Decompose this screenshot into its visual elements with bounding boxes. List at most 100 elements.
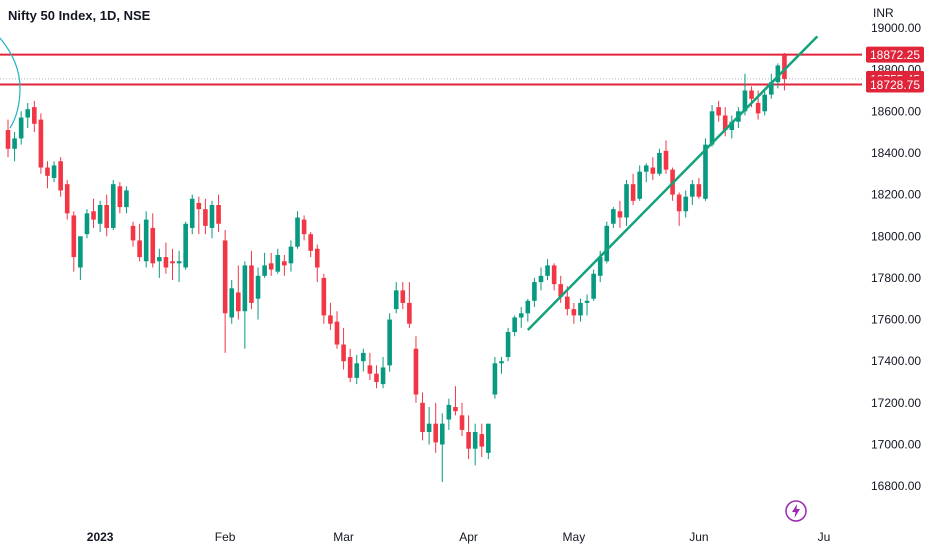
candle-body	[479, 434, 485, 447]
candle-body	[288, 246, 294, 264]
candle-body	[709, 111, 715, 145]
candle	[367, 352, 373, 380]
candle	[18, 111, 24, 145]
candle	[78, 236, 83, 280]
candle-body	[505, 332, 511, 358]
candle-body	[643, 165, 649, 172]
candle-body	[275, 254, 281, 272]
candle-body	[532, 282, 537, 301]
candle-body	[624, 184, 629, 218]
candle-body	[209, 205, 215, 228]
candle-body	[755, 102, 761, 114]
candle	[525, 298, 531, 322]
candle	[25, 102, 31, 128]
candle	[518, 307, 524, 328]
candle-body	[196, 202, 202, 210]
x-tick-label: Apr	[459, 530, 478, 544]
x-tick-label: Ju	[818, 530, 831, 544]
candle	[486, 423, 491, 460]
candle-body	[611, 209, 616, 224]
x-tick-label: May	[563, 530, 586, 544]
candle	[91, 198, 96, 228]
candle-body	[551, 265, 557, 285]
candle-body	[124, 190, 129, 208]
x-tick-label: Feb	[215, 530, 236, 544]
candle-body	[630, 184, 636, 201]
candle	[58, 157, 63, 197]
candle	[393, 282, 399, 314]
candle	[617, 200, 623, 228]
candle-body	[78, 236, 83, 268]
candle	[584, 294, 590, 316]
candle	[97, 200, 103, 233]
lightning-icon[interactable]	[784, 499, 808, 523]
candle-body	[591, 273, 596, 299]
candle-body	[328, 315, 333, 324]
candle	[413, 336, 419, 403]
curve-drawing[interactable]	[0, 37, 21, 129]
time-axis[interactable]: 2023 Feb Mar Apr May Jun Ju	[87, 530, 830, 544]
candle	[696, 177, 702, 199]
candle-body	[565, 296, 570, 310]
candle-body	[367, 365, 373, 374]
y-tick-label: 17000.00	[871, 438, 921, 452]
trendline[interactable]	[526, 35, 819, 331]
candle-body	[525, 300, 531, 314]
candle-body	[341, 344, 346, 362]
candle-body	[637, 171, 642, 199]
candle-body	[453, 407, 458, 412]
candle-body	[716, 107, 721, 116]
candle-body	[486, 423, 491, 453]
horizontal-levels	[0, 53, 862, 86]
candle	[255, 267, 261, 320]
candle	[242, 261, 248, 349]
candle-body	[45, 167, 50, 176]
candle-body	[742, 90, 748, 112]
candle	[459, 402, 465, 437]
candle	[314, 244, 320, 283]
candle-body	[584, 300, 590, 303]
candle	[354, 354, 360, 385]
candle	[571, 302, 577, 324]
candle	[374, 365, 379, 389]
candle-body	[749, 90, 754, 99]
candle	[321, 273, 327, 324]
x-tick-label: 2023	[87, 530, 114, 544]
candle	[407, 282, 412, 328]
candle	[729, 115, 735, 139]
chart-title: Nifty 50 Index, 1D, NSE	[8, 8, 151, 23]
candle-body	[492, 363, 498, 395]
candle	[762, 90, 767, 116]
candle-body	[268, 263, 274, 270]
candle-body	[5, 130, 11, 149]
level-tag-upper-label: 18872.25	[870, 48, 920, 62]
candle-body	[459, 415, 465, 430]
candle	[347, 348, 353, 383]
candle-body	[249, 265, 254, 303]
candle-body	[282, 261, 287, 266]
candle-body	[97, 205, 103, 224]
y-tick-label: 19000.00	[871, 21, 921, 35]
candle	[249, 250, 254, 310]
candle-body	[578, 302, 583, 316]
candle-body	[255, 275, 261, 299]
candle-body	[137, 240, 142, 258]
candle	[446, 398, 452, 430]
drawings	[0, 35, 819, 331]
y-tick-label: 17200.00	[871, 396, 921, 410]
y-tick-label: 18000.00	[871, 229, 921, 243]
candle-body	[308, 234, 313, 251]
candle-body	[143, 219, 149, 262]
x-tick-label: Mar	[333, 530, 354, 544]
candle-body	[189, 198, 195, 228]
candle-body	[32, 107, 37, 124]
y-tick-label: 17800.00	[871, 271, 921, 285]
candle	[538, 267, 544, 291]
candle	[676, 192, 682, 226]
y-tick-label: 17600.00	[871, 313, 921, 327]
candle-body	[558, 284, 564, 297]
candle	[420, 392, 425, 441]
candle-body	[446, 404, 452, 420]
level-tag-upper: 18872.25	[866, 46, 924, 63]
